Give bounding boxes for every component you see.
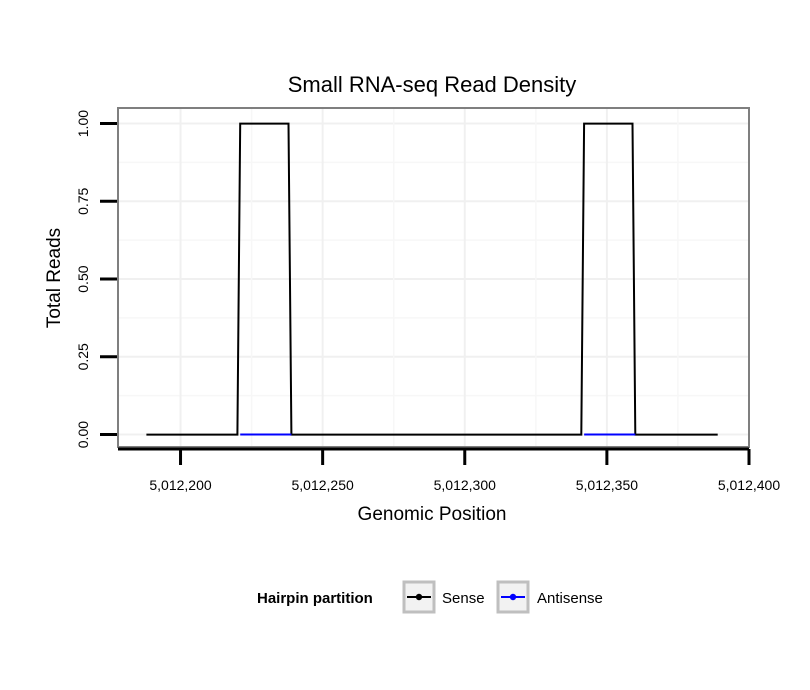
x-tick-label: 5,012,350 bbox=[576, 477, 638, 493]
y-axis: 0.00 0.25 0.50 0.75 1.00 bbox=[75, 110, 117, 448]
y-tick-label: 1.00 bbox=[75, 110, 91, 137]
legend-label-antisense: Antisense bbox=[537, 590, 603, 607]
legend-title: Hairpin partition bbox=[257, 590, 373, 607]
y-tick-label: 0.50 bbox=[75, 265, 91, 292]
grid bbox=[118, 108, 750, 447]
x-tick-label: 5,012,300 bbox=[434, 477, 496, 493]
series-layer bbox=[146, 122, 718, 436]
y-axis-title: Total Reads bbox=[44, 228, 65, 328]
legend-key-sense-point bbox=[415, 593, 423, 601]
y-tick-label: 0.25 bbox=[75, 343, 91, 370]
chart-title: Small RNA-seq Read Density bbox=[288, 72, 577, 97]
series-sense-line bbox=[146, 122, 718, 436]
x-tick-label: 5,012,400 bbox=[718, 477, 780, 493]
x-tick-label: 5,012,250 bbox=[292, 477, 354, 493]
legend-label-sense: Sense bbox=[442, 590, 485, 607]
x-tick-label: 5,012,200 bbox=[149, 477, 211, 493]
legend-key-antisense-point bbox=[509, 593, 517, 601]
x-axis: 5,012,200 5,012,250 5,012,300 5,012,350 5,01… bbox=[118, 447, 780, 493]
legend: Hairpin partition Sense Antisense bbox=[257, 580, 603, 614]
plot-panel-border bbox=[117, 107, 750, 448]
y-tick-label: 0.00 bbox=[75, 421, 91, 448]
y-tick-label: 0.75 bbox=[75, 187, 91, 214]
x-axis-title: Genomic Position bbox=[358, 504, 507, 525]
